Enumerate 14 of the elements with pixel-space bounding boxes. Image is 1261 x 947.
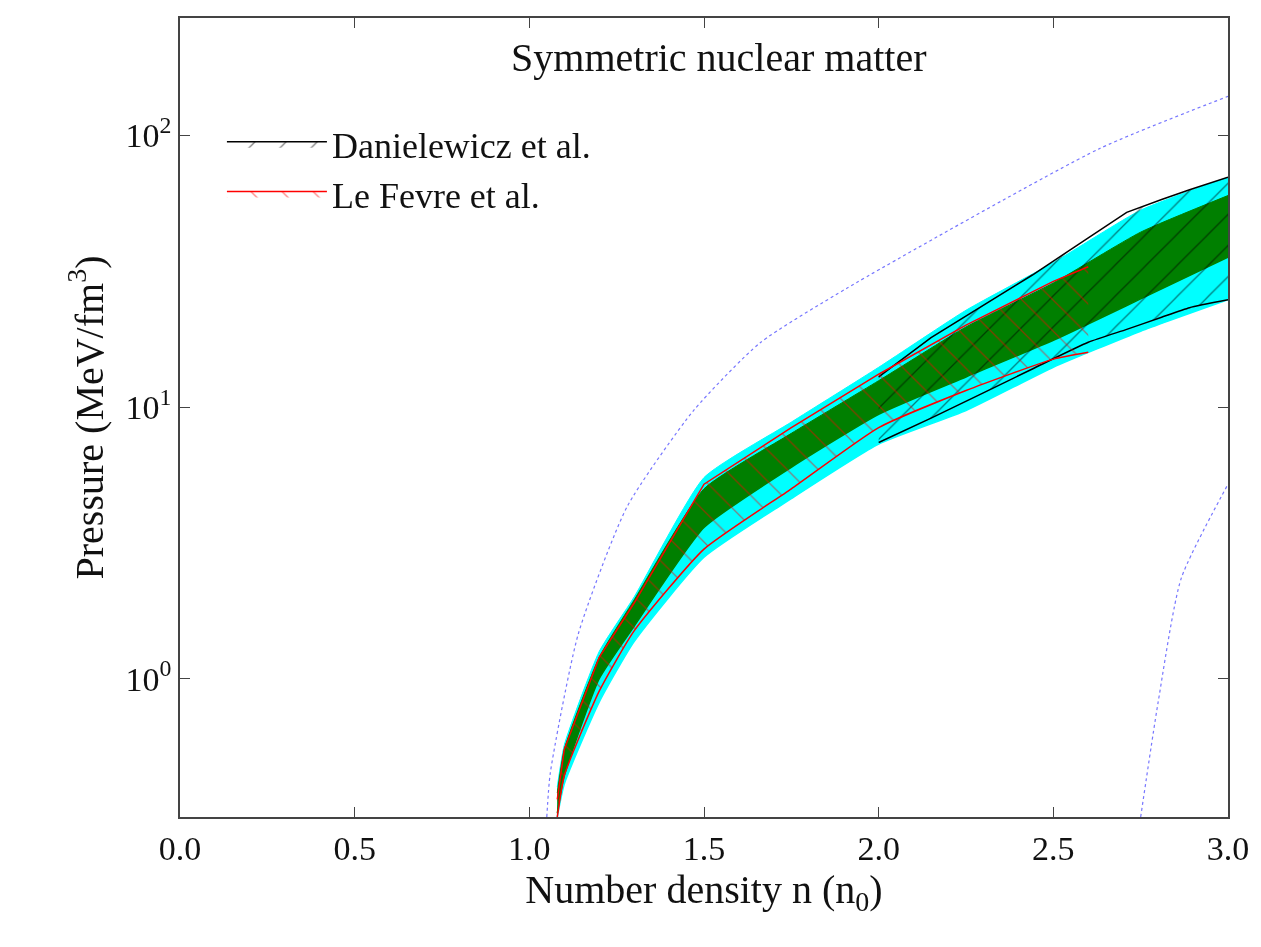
x-tick-label: 0.0 [158,829,202,867]
x-tick-label: 1.5 [682,829,726,867]
y-tick-label: 10$^{0}$ [125,655,172,698]
legend-label: Danielewicz et al. [331,125,591,166]
x-axis-title: Number density n (n$_{0}$) [525,866,883,917]
x-tick-label: 0.5 [333,829,376,867]
legend-label: Le Fevre et al. [331,175,540,216]
x-tick-label: 3.0 [1206,829,1250,867]
x-tick-label: 2.5 [1032,829,1075,867]
chart-title: Symmetric nuclear matter [511,34,927,80]
y-tick-label: 10$^{1}$ [125,383,172,426]
x-tick-label: 1.0 [508,829,551,867]
y-tick-label: 10$^{2}$ [125,111,172,155]
x-tick-label: 2.0 [857,829,900,867]
